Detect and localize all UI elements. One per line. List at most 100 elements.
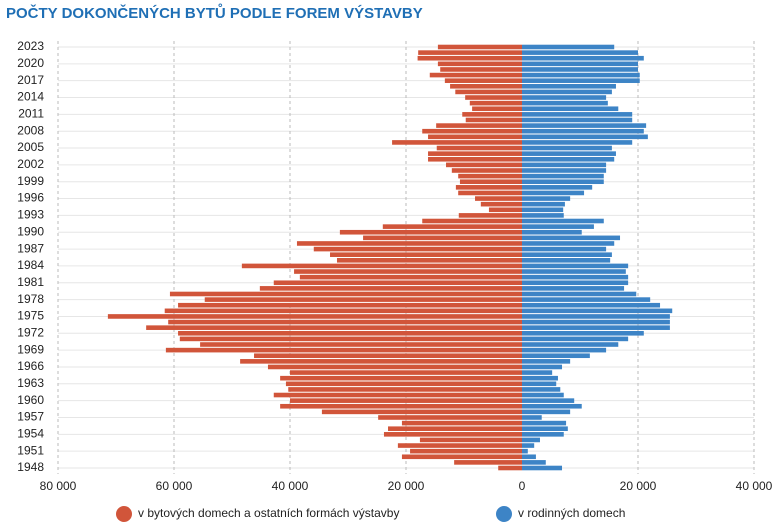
bar [321, 409, 522, 415]
y-tick-label: 1996 [17, 191, 44, 205]
chart-title: POČTY DOKONČENÝCH BYTŮ PODLE FOREM VÝSTA… [6, 3, 423, 22]
bar [459, 179, 522, 185]
bar [522, 50, 638, 55]
y-tick-label: 1957 [17, 410, 44, 424]
bar [522, 415, 542, 420]
bar [436, 123, 522, 128]
bar [522, 162, 607, 168]
bar [522, 117, 633, 123]
bar [522, 190, 585, 196]
bar [522, 314, 670, 319]
legend-label: v rodinných domech [518, 506, 625, 520]
bar [522, 128, 644, 134]
bar [522, 123, 647, 128]
bar [436, 145, 522, 151]
bar [522, 308, 673, 314]
bar [522, 426, 568, 432]
bar [462, 112, 522, 117]
bar [522, 83, 616, 89]
bar [259, 286, 522, 291]
bar [522, 67, 638, 72]
bar [522, 258, 611, 263]
bar [522, 179, 604, 185]
y-tick-label: 2005 [17, 140, 44, 154]
bar [290, 398, 522, 403]
bar [522, 398, 575, 403]
bar [522, 460, 546, 465]
bar [418, 50, 522, 55]
bar [522, 241, 615, 246]
bar [522, 100, 608, 106]
bar [522, 297, 651, 302]
y-tick-label: 1969 [17, 342, 44, 356]
bar [254, 353, 523, 359]
bar [522, 375, 558, 381]
bar [204, 297, 523, 302]
bar [401, 454, 522, 460]
y-tick-label: 1990 [17, 224, 44, 238]
y-tick-label: 2011 [18, 107, 44, 121]
bar [313, 246, 522, 252]
bar [522, 370, 553, 375]
bar [437, 44, 522, 50]
legend-swatch [496, 506, 512, 522]
bar [522, 72, 640, 78]
bar [401, 420, 522, 426]
bar [465, 95, 522, 100]
bar [522, 291, 637, 297]
bar [469, 100, 522, 106]
bar [522, 185, 593, 190]
bar [475, 196, 522, 201]
bar [330, 252, 522, 257]
bar [522, 420, 567, 426]
bar [522, 302, 661, 308]
bar [522, 95, 607, 100]
bar [454, 460, 522, 465]
bar [522, 342, 619, 347]
y-tick-label: 2008 [17, 123, 44, 137]
bar [428, 151, 522, 156]
bar [428, 156, 522, 162]
bar [522, 140, 633, 145]
bar [458, 190, 522, 196]
y-tick-label: 2014 [17, 90, 44, 104]
bar [419, 437, 522, 443]
y-tick-label: 1981 [17, 275, 44, 289]
bar [522, 196, 571, 201]
bar [455, 89, 522, 95]
y-tick-label: 2020 [17, 56, 44, 70]
y-tick-label: 1972 [17, 325, 44, 339]
bar [522, 44, 615, 50]
bar [522, 286, 625, 291]
bar [299, 274, 522, 280]
bar [165, 347, 522, 353]
x-tick-label: 20 000 [388, 479, 425, 493]
bar [522, 280, 629, 286]
bar [285, 381, 522, 387]
y-tick-label: 1975 [17, 309, 44, 323]
bar [522, 235, 621, 241]
bar [522, 409, 571, 415]
bar [428, 134, 522, 140]
bar [522, 61, 638, 67]
bar [522, 336, 629, 342]
bar [522, 448, 528, 454]
bar [392, 140, 522, 145]
bar [522, 156, 615, 162]
bar [522, 347, 607, 353]
bar [522, 330, 644, 336]
bar [241, 263, 523, 269]
y-tick-label: 1951 [17, 443, 44, 457]
bar [522, 387, 561, 392]
bar [522, 173, 604, 179]
bar [382, 224, 522, 229]
bar [522, 319, 670, 325]
bar [290, 370, 522, 375]
bar [522, 403, 582, 409]
y-tick-label: 1984 [17, 258, 44, 272]
y-tick-label: 2017 [17, 73, 44, 87]
bar [522, 89, 612, 95]
bar [522, 443, 535, 448]
x-tick-label: 60 000 [156, 479, 193, 493]
